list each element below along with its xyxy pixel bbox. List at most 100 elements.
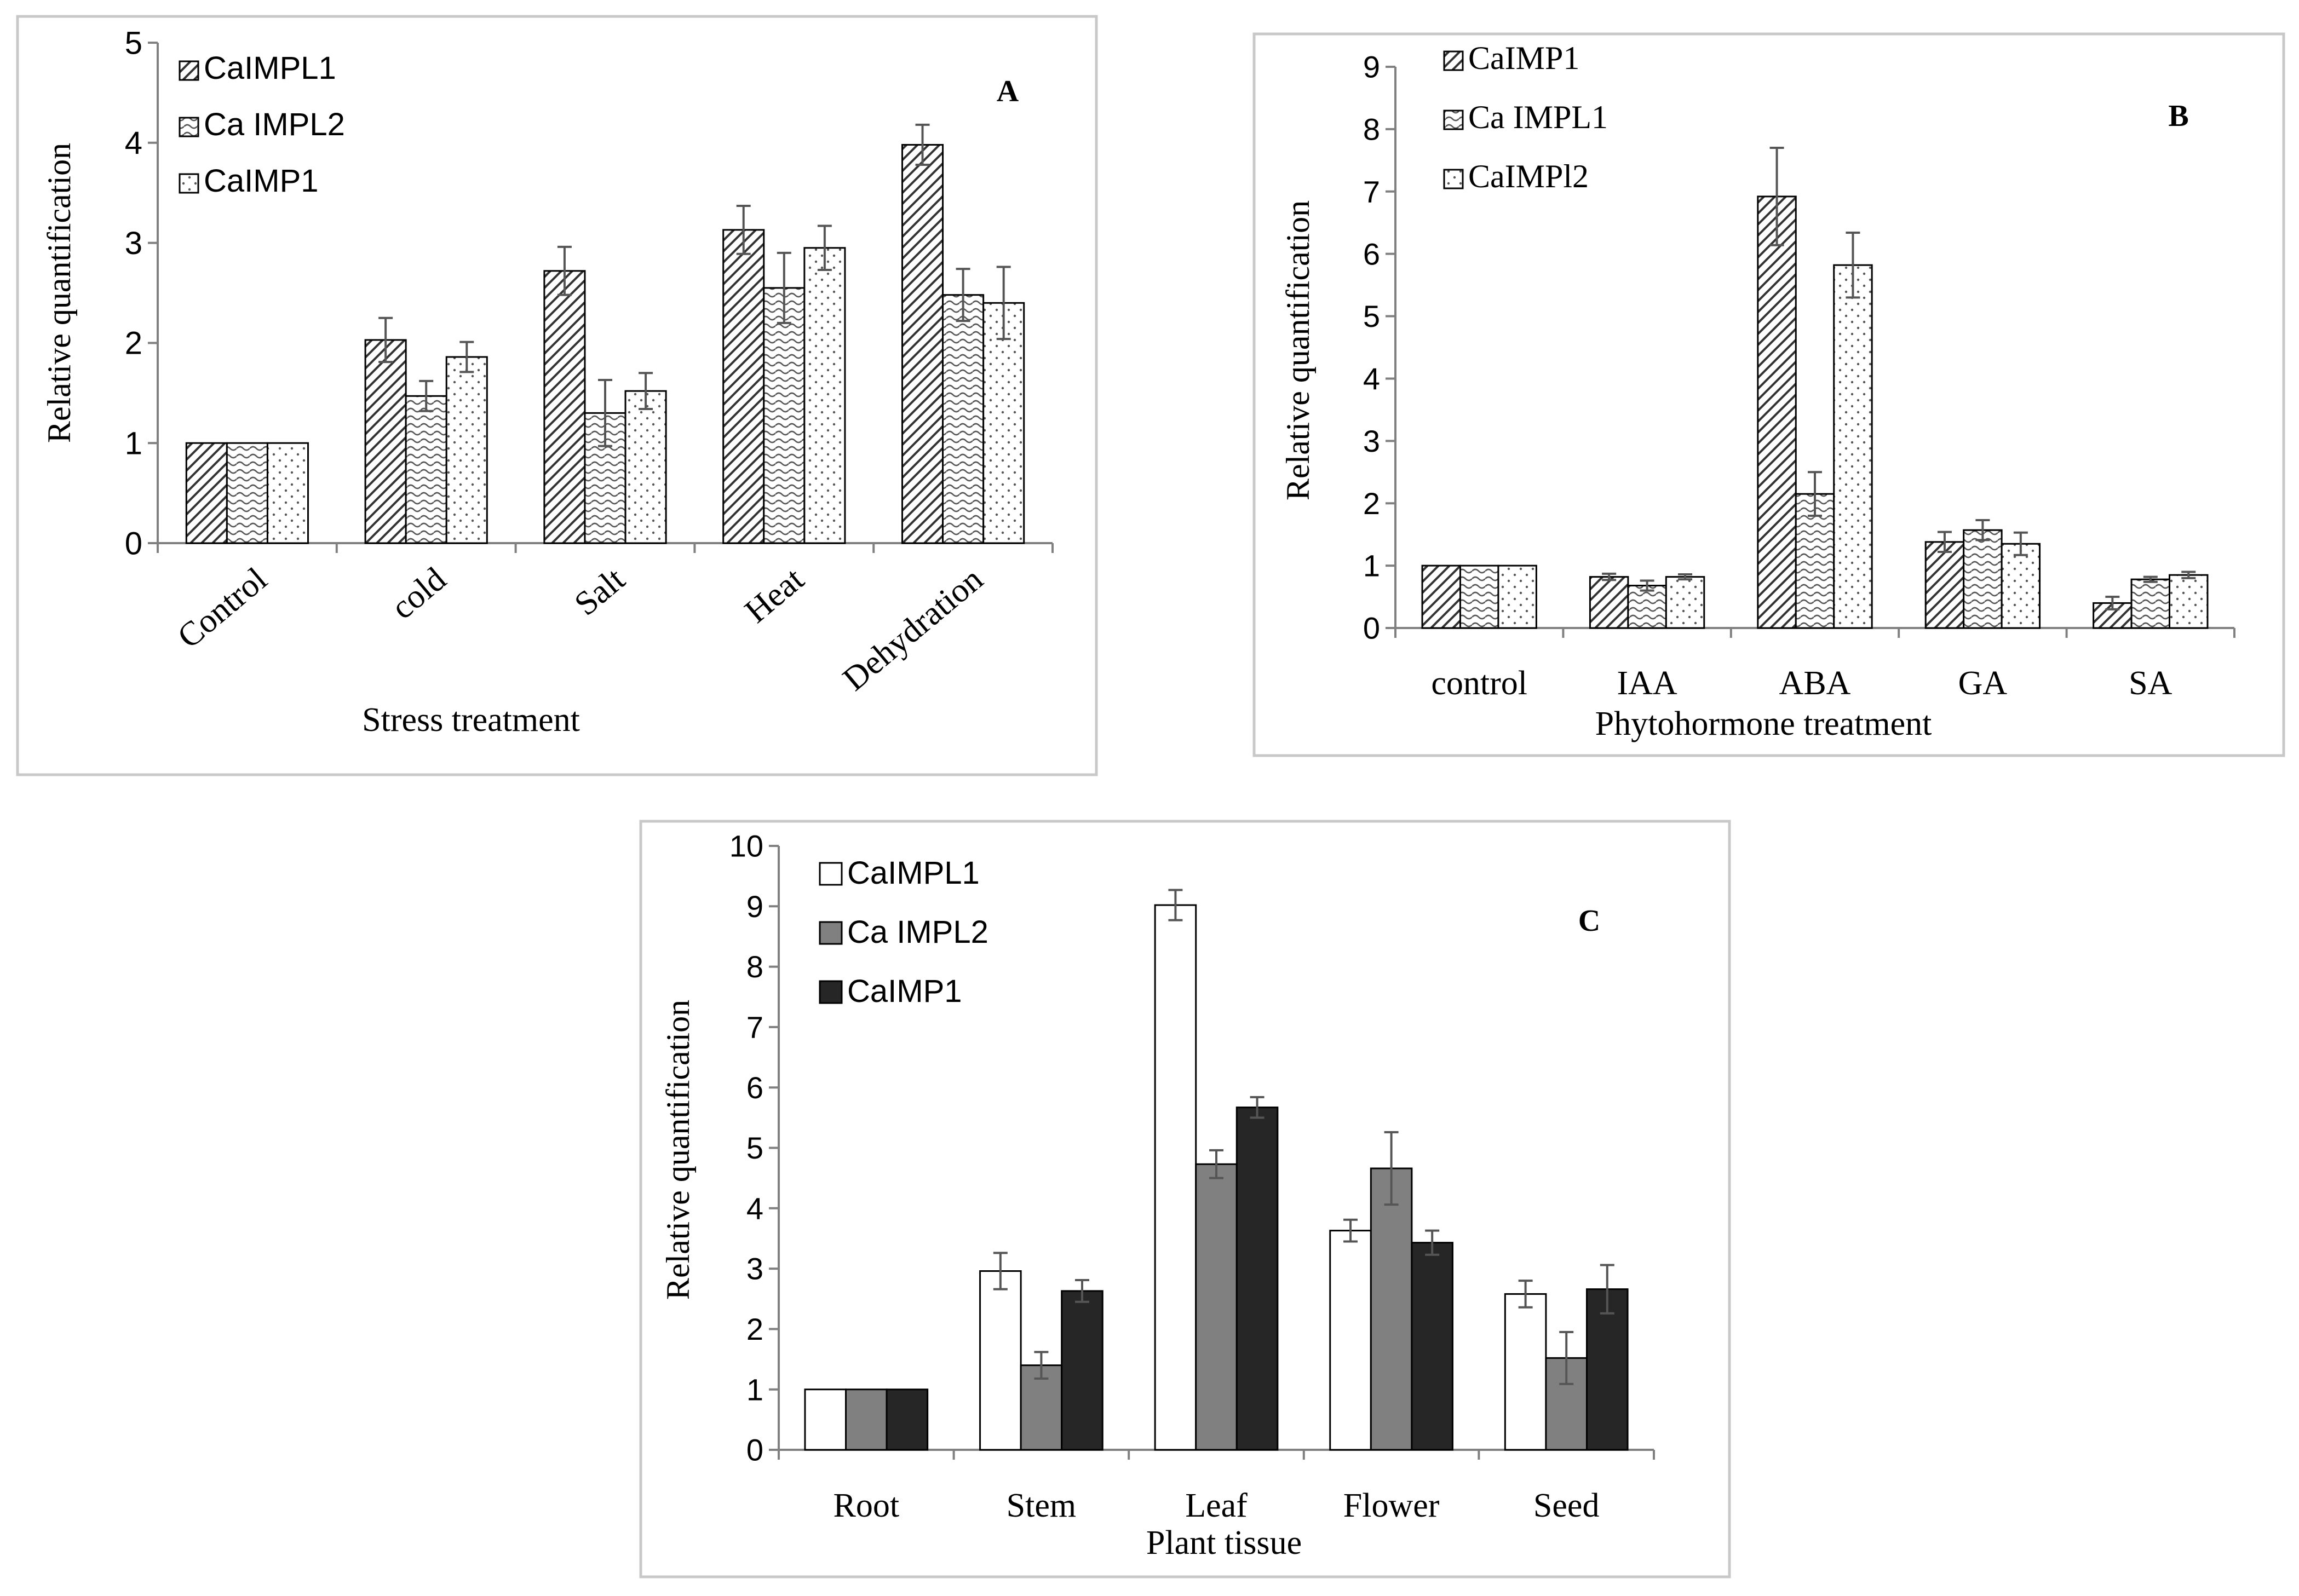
- panel-b-bar: [2169, 574, 2209, 629]
- panel-c-bar: [1235, 1107, 1279, 1451]
- panel-c-chart: 0 1 2 3 4 5 6 7 8 9 10 Root Stem Leaf Flower Seed CaIMPL…: [639, 820, 1731, 1578]
- panel-c-y-tick-label: 7: [746, 1010, 763, 1045]
- panel-c-bar: [1329, 1230, 1372, 1451]
- panel-a-bar: [226, 442, 268, 544]
- panel-a-bar: [266, 442, 309, 544]
- panel-b-bar: [1924, 541, 1965, 629]
- panel-c-legend-swatch: [819, 921, 843, 945]
- panel-a-y-tick-label: 0: [125, 526, 142, 561]
- panel-c-legend-swatch: [819, 862, 843, 886]
- panel-b-x-axis-title: Phytohormone treatment: [1595, 705, 1932, 742]
- panel-a-label: A: [997, 74, 1019, 108]
- panel-c-plot-area: 0 1 2 3 4 5 6 7 8 9 10 Root Stem Leaf Flower Seed CaIMPL…: [729, 829, 1655, 1524]
- panel-a-legend-swatch: [179, 173, 199, 194]
- panel-c-bar: [886, 1388, 929, 1451]
- panel-c-bar: [1504, 1293, 1547, 1451]
- panel-a-bar: [982, 302, 1025, 544]
- panel-c-bar: [1411, 1242, 1453, 1451]
- panel-c-y-tick-label: 1: [746, 1372, 763, 1407]
- panel-b-y-tick-label: 9: [1363, 50, 1380, 84]
- panel-a-y-tick-label: 1: [125, 426, 142, 462]
- panel-c-y-tick-label: 4: [746, 1191, 763, 1225]
- panel-a-bar: [942, 294, 985, 544]
- panel-c-bar: [1370, 1167, 1413, 1451]
- panel-b-category-label: GA: [1958, 665, 2008, 702]
- panel-c-label: C: [1578, 904, 1600, 938]
- panel-c-legend-label: CaIMP1: [847, 973, 962, 1009]
- panel-c-y-tick-label: 10: [729, 829, 763, 863]
- panel-c-legend-swatch: [819, 980, 843, 1004]
- panel-a-bar: [185, 442, 228, 544]
- panel-b-legend-swatch: [1443, 169, 1464, 189]
- panel-b-bar: [1459, 564, 1499, 629]
- panel-c-y-tick-label: 3: [746, 1252, 763, 1286]
- panel-c-y-tick-label: 8: [746, 949, 763, 984]
- panel-a-legend: CaIMPL1 Ca IMPL2 CaIMP1: [179, 50, 345, 199]
- panel-c-bar: [804, 1388, 847, 1451]
- panel-c-y-tick-label: 9: [746, 889, 763, 924]
- panel-c-bar: [1585, 1288, 1629, 1451]
- panel-b-legend: CaIMP1 Ca IMPL1 CaIMPl2: [1443, 40, 1608, 194]
- panel-b-bar: [1963, 529, 2003, 629]
- panel-b-y-tick-label: 0: [1363, 611, 1380, 646]
- panel-a-bar: [364, 339, 407, 544]
- panel-c-y-tick-label: 0: [746, 1433, 763, 1467]
- panel-a-y-tick-label: 2: [125, 326, 142, 361]
- panel-b-y-tick-label: 8: [1363, 112, 1380, 146]
- panel-c-y-tick-label: 2: [746, 1312, 763, 1346]
- panel-c-legend-label: CaIMPL1: [847, 855, 980, 891]
- panel-b-y-tick-label: 4: [1363, 361, 1380, 396]
- panel-c-bar: [1154, 904, 1197, 1451]
- panel-b-bar: [1833, 264, 1873, 629]
- panel-c-bar: [1061, 1290, 1103, 1451]
- panel-a-legend-label: CaIMPL1: [204, 50, 336, 86]
- panel-a-y-tick-label: 3: [125, 226, 142, 261]
- panel-c-y-tick-label: 5: [746, 1131, 763, 1165]
- panel-b-y-tick-label: 3: [1363, 424, 1380, 458]
- panel-b-bar: [1627, 585, 1667, 629]
- panel-b-category-label: SA: [2129, 665, 2172, 702]
- panel-b-y-axis-title: Relative quantification: [1280, 200, 1316, 500]
- panel-b-y-tick-label: 7: [1363, 174, 1380, 209]
- panel-a-bar: [763, 287, 806, 544]
- panel-b-label: B: [2168, 99, 2188, 133]
- panel-b-y-tick-label: 6: [1363, 237, 1380, 271]
- panel-a-legend-label: CaIMP1: [204, 163, 319, 199]
- panel-b-legend-swatch: [1443, 50, 1464, 71]
- panel-a-y-tick-label: 4: [125, 125, 142, 161]
- panel-a-y-axis-title: Relative quantification: [41, 143, 77, 443]
- panel-b-bar: [1665, 576, 1705, 629]
- panel-c-category-label: Seed: [1533, 1487, 1600, 1524]
- panel-b-y-tick-label: 1: [1363, 549, 1380, 583]
- panel-a-bar: [405, 395, 447, 544]
- panel-b-legend-swatch: [1443, 110, 1464, 130]
- panel-b-bar: [1589, 576, 1629, 629]
- panel-b-category-label: IAA: [1617, 665, 1677, 702]
- panel-c-x-axis-title: Plant tissue: [1146, 1524, 1302, 1562]
- panel-b-plot-area: 0 1 2 3 4 5 6 7 8 9 control IAA ABA GA SA CaIMP1 Ca IMPL…: [1363, 40, 2235, 702]
- panel-c-bar: [979, 1270, 1022, 1451]
- panel-b-bar: [1421, 564, 1461, 629]
- panel-b-bar: [1757, 195, 1797, 629]
- panel-c-category-label: Leaf: [1185, 1487, 1248, 1524]
- panel-c-category-label: Flower: [1343, 1487, 1440, 1524]
- panel-c-y-tick-label: 6: [746, 1070, 763, 1105]
- panel-a-bar: [901, 143, 944, 544]
- panel-c-bar: [1195, 1163, 1238, 1451]
- panel-a-legend-swatch: [179, 117, 199, 137]
- panel-b-bar: [2130, 578, 2171, 629]
- panel-a-legend-swatch: [179, 60, 199, 81]
- panel-c-bar: [845, 1388, 888, 1451]
- panel-c-legend: CaIMPL1 Ca IMPL2 CaIMP1: [819, 855, 988, 1009]
- panel-b-category-label: control: [1431, 665, 1527, 702]
- panel-c-category-label: Root: [834, 1487, 900, 1524]
- panel-a-x-axis-title: Stress treatment: [362, 701, 580, 739]
- panel-c-category-label: Stem: [1007, 1487, 1076, 1524]
- panel-a-bar: [624, 390, 667, 544]
- panel-b-category-label: ABA: [1779, 665, 1851, 702]
- panel-b-bar: [1497, 564, 1537, 629]
- panel-b-y-tick-label: 2: [1363, 486, 1380, 521]
- panel-c-y-axis-title: Relative quantification: [660, 1000, 696, 1300]
